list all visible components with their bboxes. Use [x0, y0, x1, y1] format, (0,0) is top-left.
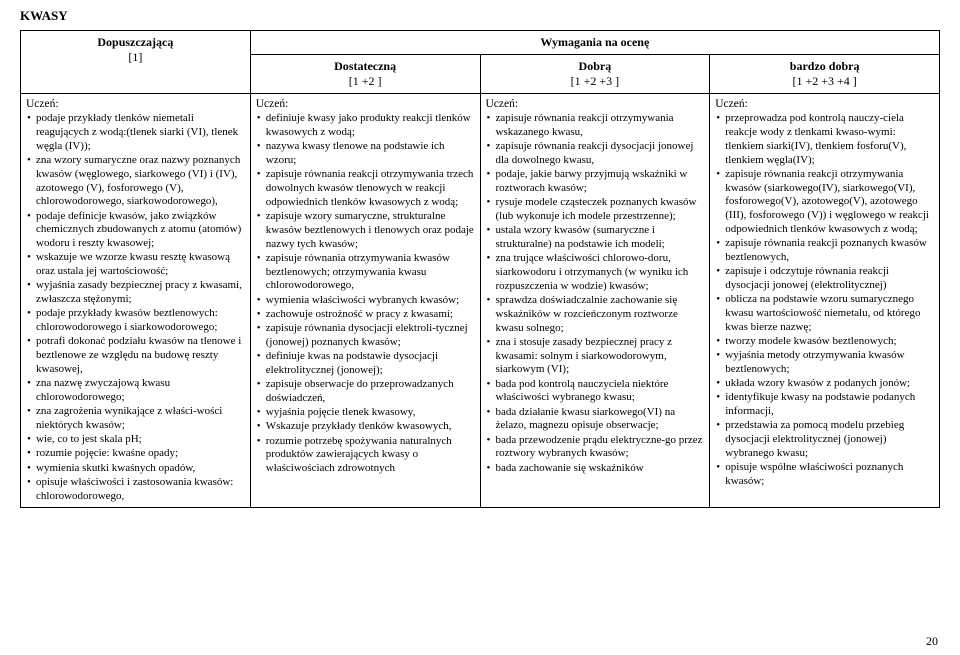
list-item: opisuje właściwości i zastosowania kwasó…: [26, 476, 245, 504]
list-item: podaje przykłady tlenków niemetali reagu…: [26, 112, 245, 153]
cell-col3: Uczeń: zapisuje równania reakcji otrzymy…: [480, 94, 710, 508]
list-item: wyjaśnia metody otrzymywania kwasów bezt…: [715, 349, 934, 377]
list-item: Wskazuje przykłady tlenków kwasowych,: [256, 420, 475, 434]
list-item: ustala wzory kwasów (sumaryczne i strukt…: [486, 224, 705, 252]
col-label: Dobrą: [579, 59, 612, 73]
list-item: zapisuje równania reakcji otrzymywania w…: [486, 112, 705, 140]
list-item: podaje przykłady kwasów beztlenowych: ch…: [26, 307, 245, 335]
cell-col2: Uczeń: definiuje kwasy jako produkty rea…: [250, 94, 480, 508]
list-item: zapisuje wzory sumaryczne, strukturalne …: [256, 210, 475, 251]
cell-col4: Uczeń: przeprowadza pod kontrolą nauczy-…: [710, 94, 940, 508]
col-header-3: Dobrą [1 +2 +3 ]: [480, 55, 710, 94]
uczen-label: Uczeń:: [256, 97, 475, 111]
list-item: przeprowadza pod kontrolą nauczy-ciela r…: [715, 112, 934, 167]
list-item: wskazuje we wzorze kwasu resztę kwasową …: [26, 251, 245, 279]
list-item: wie, co to jest skala pH;: [26, 433, 245, 447]
list-item: zapisuje obserwacje do przeprowadzanych …: [256, 378, 475, 406]
bullet-list: przeprowadza pod kontrolą nauczy-ciela r…: [715, 112, 934, 488]
list-item: zapisuje równania reakcji poznanych kwas…: [715, 237, 934, 265]
list-item: zapisuje równania reakcji otrzymywania t…: [256, 168, 475, 209]
list-item: zna trujące właściwości chlorowo-doru, s…: [486, 252, 705, 293]
col-label: bardzo dobrą: [790, 59, 860, 73]
list-item: identyfikuje kwasy na podstawie podanych…: [715, 391, 934, 419]
super-header: Wymagania na ocenę: [250, 31, 939, 55]
uczen-label: Uczeń:: [26, 97, 245, 111]
list-item: rozumie pojęcie: kwaśne opady;: [26, 447, 245, 461]
list-item: bada przewodzenie prądu elektryczne-go p…: [486, 434, 705, 462]
uczen-label: Uczeń:: [486, 97, 705, 111]
list-item: bada zachowanie się wskaźników: [486, 462, 705, 476]
bullet-list: definiuje kwasy jako produkty reakcji tl…: [256, 112, 475, 476]
list-item: definiuje kwas na podstawie dysocjacji e…: [256, 350, 475, 378]
list-item: zachowuje ostrożność w pracy z kwasami;: [256, 308, 475, 322]
list-item: potrafi dokonać podziału kwasów na tleno…: [26, 335, 245, 376]
list-item: oblicza na podstawie wzoru sumarycznego …: [715, 293, 934, 334]
list-item: zapisuje równania dysocjacji elektroli-t…: [256, 322, 475, 350]
col-sub: [1 +2 +3 +4 ]: [714, 74, 935, 89]
list-item: wymienia właściwości wybranych kwasów;: [256, 294, 475, 308]
bullet-list: podaje przykłady tlenków niemetali reagu…: [26, 112, 245, 503]
col-label: Dostateczną: [334, 59, 396, 73]
list-item: opisuje wspólne właściwości poznanych kw…: [715, 461, 934, 489]
list-item: układa wzory kwasów z podanych jonów;: [715, 377, 934, 391]
col-label: Dopuszczającą: [97, 35, 173, 49]
list-item: wyjaśnia pojęcie tlenek kwasowy,: [256, 406, 475, 420]
uczen-label: Uczeń:: [715, 97, 934, 111]
list-item: bada pod kontrolą nauczyciela niektóre w…: [486, 378, 705, 406]
bullet-list: zapisuje równania reakcji otrzymywania w…: [486, 112, 705, 475]
list-item: bada działanie kwasu siarkowego(VI) na ż…: [486, 406, 705, 434]
list-item: wyjaśnia zasady bezpiecznej pracy z kwas…: [26, 279, 245, 307]
requirements-table: Dopuszczającą [1] Wymagania na ocenę Dos…: [20, 30, 940, 508]
list-item: rysuje modele cząsteczek poznanych kwasó…: [486, 196, 705, 224]
col-header-2: Dostateczną [1 +2 ]: [250, 55, 480, 94]
list-item: zapisuje równania reakcji otrzymywania k…: [715, 168, 934, 237]
section-title: KWASY: [20, 8, 940, 24]
list-item: sprawdza doświadczalnie zachowanie się w…: [486, 294, 705, 335]
col-sub: [1 +2 +3 ]: [485, 74, 706, 89]
cell-col1: Uczeń: podaje przykłady tlenków niemetal…: [21, 94, 251, 508]
list-item: definiuje kwasy jako produkty reakcji tl…: [256, 112, 475, 140]
list-item: rozumie potrzebę spożywania naturalnych …: [256, 435, 475, 476]
col-sub: [1 +2 ]: [255, 74, 476, 89]
list-item: zapisuje równania otrzymywania kwasów be…: [256, 252, 475, 293]
list-item: podaje definicje kwasów, jako związków c…: [26, 210, 245, 251]
col-header-1: Dopuszczającą [1]: [21, 31, 251, 94]
list-item: tworzy modele kwasów beztlenowych;: [715, 335, 934, 349]
list-item: zapisuje równania reakcji dysocjacji jon…: [486, 140, 705, 168]
list-item: zna wzory sumaryczne oraz nazwy poznanyc…: [26, 154, 245, 209]
list-item: zna i stosuje zasady bezpiecznej pracy z…: [486, 336, 705, 377]
col-header-4: bardzo dobrą [1 +2 +3 +4 ]: [710, 55, 940, 94]
list-item: przedstawia za pomocą modelu przebieg dy…: [715, 419, 934, 460]
list-item: podaje, jakie barwy przyjmują wskaźniki …: [486, 168, 705, 196]
page-number: 20: [926, 634, 938, 649]
list-item: zna nazwę zwyczajową kwasu chlorowodorow…: [26, 377, 245, 405]
list-item: zapisuje i odczytuje równania reakcji dy…: [715, 265, 934, 293]
col-sub: [1]: [25, 50, 246, 65]
list-item: wymienia skutki kwaśnych opadów,: [26, 462, 245, 476]
list-item: nazywa kwasy tlenowe na podstawie ich wz…: [256, 140, 475, 168]
list-item: zna zagrożenia wynikające z właści-wości…: [26, 405, 245, 433]
